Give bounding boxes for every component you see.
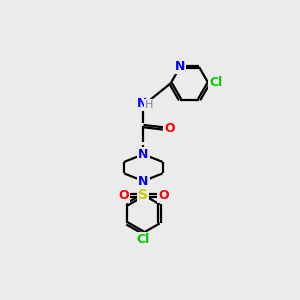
Text: N: N bbox=[175, 61, 185, 74]
Text: N: N bbox=[138, 175, 148, 188]
Text: O: O bbox=[158, 189, 169, 202]
Text: O: O bbox=[164, 122, 175, 135]
Text: S: S bbox=[138, 188, 148, 203]
Text: N: N bbox=[138, 148, 148, 161]
Text: H: H bbox=[145, 100, 153, 110]
Text: Cl: Cl bbox=[137, 233, 150, 246]
Text: N: N bbox=[137, 97, 147, 110]
Text: Cl: Cl bbox=[209, 76, 223, 89]
Text: O: O bbox=[118, 189, 129, 202]
